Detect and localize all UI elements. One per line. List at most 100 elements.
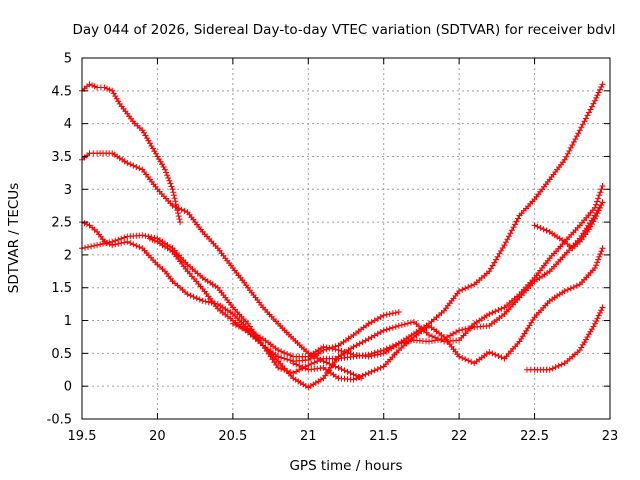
data-point-marker: [320, 343, 327, 350]
data-point-marker: [598, 202, 605, 209]
data-point-marker: [575, 130, 582, 137]
data-point-marker: [599, 81, 606, 88]
series-track-3: [79, 219, 402, 365]
data-point-marker: [235, 323, 242, 330]
data-point-marker: [202, 298, 209, 305]
series-track-6: [229, 81, 606, 360]
y-tick-label: 4.5: [51, 84, 72, 99]
series-track-8: [531, 199, 606, 252]
data-point-marker: [591, 265, 598, 271]
data-point-marker: [492, 351, 499, 358]
data-point-marker: [462, 356, 469, 363]
data-point-marker: [507, 230, 514, 237]
data-point-marker: [593, 213, 600, 220]
data-point-marker: [502, 239, 509, 246]
data-point-marker: [404, 320, 411, 327]
data-point-marker: [181, 207, 188, 214]
data-point-marker: [505, 233, 512, 240]
data-point-marker: [558, 361, 565, 368]
data-point-marker: [426, 332, 432, 338]
data-point-marker: [109, 238, 116, 245]
series-line: [81, 152, 362, 379]
y-tick-label: 4: [64, 117, 72, 132]
data-point-marker: [106, 239, 113, 246]
data-point-marker: [172, 198, 179, 205]
data-point-marker: [456, 353, 463, 360]
data-series: [79, 81, 606, 391]
data-point-marker: [103, 240, 110, 247]
x-tick-label: 23: [602, 429, 619, 444]
data-point-marker: [596, 192, 603, 199]
data-point-marker: [552, 364, 559, 371]
data-point-marker: [596, 253, 603, 260]
data-point-marker: [570, 284, 577, 291]
data-point-marker: [599, 183, 606, 189]
data-point-marker: [380, 312, 387, 319]
data-point-marker: [392, 309, 399, 316]
data-point-marker: [593, 201, 599, 208]
data-point-marker: [275, 347, 282, 354]
data-point-marker: [244, 327, 251, 334]
x-tick-label: 22.5: [520, 429, 549, 444]
y-tick-label: 0: [64, 380, 72, 395]
data-point-marker: [432, 334, 438, 341]
series-track-9: [524, 304, 606, 373]
data-point-marker: [465, 357, 472, 364]
data-point-marker: [572, 136, 579, 143]
data-point-marker: [241, 326, 248, 333]
data-point-marker: [172, 204, 179, 210]
data-point-marker: [597, 251, 604, 257]
data-point-marker: [598, 248, 605, 255]
data-point-marker: [362, 371, 369, 378]
data-point-marker: [347, 350, 354, 357]
data-point-marker: [407, 319, 414, 326]
data-point-marker: [593, 262, 599, 269]
data-point-marker: [82, 244, 88, 251]
data-point-marker: [187, 292, 194, 299]
data-point-marker: [178, 206, 185, 213]
data-point-marker: [284, 356, 291, 363]
data-point-marker: [593, 318, 600, 325]
data-point-marker: [492, 308, 499, 315]
data-point-marker: [365, 353, 372, 360]
data-point-marker: [139, 232, 146, 239]
data-point-marker: [598, 84, 605, 90]
data-point-marker: [569, 142, 576, 148]
data-point-marker: [164, 172, 171, 179]
data-point-marker: [598, 186, 605, 193]
y-tick-label: 5: [64, 52, 72, 67]
data-point-marker: [344, 368, 351, 375]
data-point-marker: [386, 325, 393, 332]
data-point-marker: [344, 349, 351, 356]
data-point-marker: [136, 165, 143, 172]
x-axis-label: GPS time / hours: [289, 458, 402, 474]
data-point-marker: [401, 321, 408, 328]
data-point-marker: [371, 367, 378, 374]
data-point-marker: [590, 100, 597, 107]
data-point-marker: [534, 223, 541, 230]
data-point-marker: [162, 166, 168, 173]
data-point-marker: [350, 343, 357, 350]
data-point-marker: [94, 242, 101, 249]
data-point-marker: [130, 241, 137, 248]
data-point-marker: [287, 352, 294, 359]
data-point-marker: [299, 364, 306, 371]
data-point-marker: [595, 256, 602, 263]
data-point-marker: [513, 218, 520, 225]
data-point-marker: [564, 286, 571, 293]
data-point-marker: [341, 348, 348, 355]
y-axis-label: SDTVAR / TECUs: [6, 183, 22, 293]
series-track-7: [290, 245, 606, 383]
data-point-marker: [311, 359, 318, 366]
data-point-marker: [278, 354, 285, 361]
data-point-marker: [595, 312, 602, 319]
grid: [81, 57, 611, 420]
data-point-marker: [462, 285, 469, 292]
data-point-marker: [359, 372, 366, 379]
data-point-marker: [302, 365, 309, 372]
data-point-marker: [377, 364, 384, 371]
data-point-marker: [347, 370, 354, 377]
data-point-marker: [329, 345, 336, 352]
data-point-marker: [594, 92, 601, 99]
data-point-marker: [326, 345, 333, 352]
